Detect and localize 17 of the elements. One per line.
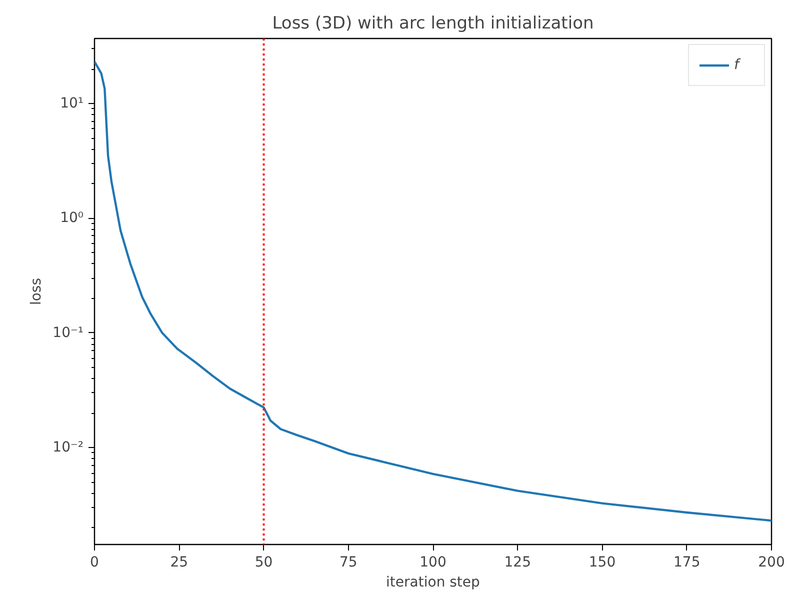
y-axis-title: loss bbox=[28, 278, 45, 306]
x-tick-label: 100 bbox=[420, 554, 446, 570]
x-tick-label: 25 bbox=[170, 554, 188, 570]
chart-title: Loss (3D) with arc length initialization bbox=[272, 14, 594, 34]
y-tick-label: 10¹ bbox=[60, 96, 84, 112]
legend-label: f bbox=[734, 57, 742, 73]
x-tick-label: 75 bbox=[339, 554, 358, 570]
y-tick-label: 10⁰ bbox=[60, 210, 84, 226]
x-axis-title: iteration step bbox=[386, 574, 480, 590]
x-tick-label: 0 bbox=[90, 554, 99, 570]
y-tick-label: 10⁻¹ bbox=[52, 324, 84, 341]
x-tick-label: 200 bbox=[758, 554, 785, 570]
x-tick-label: 125 bbox=[504, 554, 531, 570]
x-tick-label: 150 bbox=[588, 554, 616, 570]
x-tick-label: 50 bbox=[254, 554, 273, 570]
y-tick-label: 10⁻² bbox=[52, 440, 84, 456]
x-tick-label: 175 bbox=[674, 554, 700, 570]
